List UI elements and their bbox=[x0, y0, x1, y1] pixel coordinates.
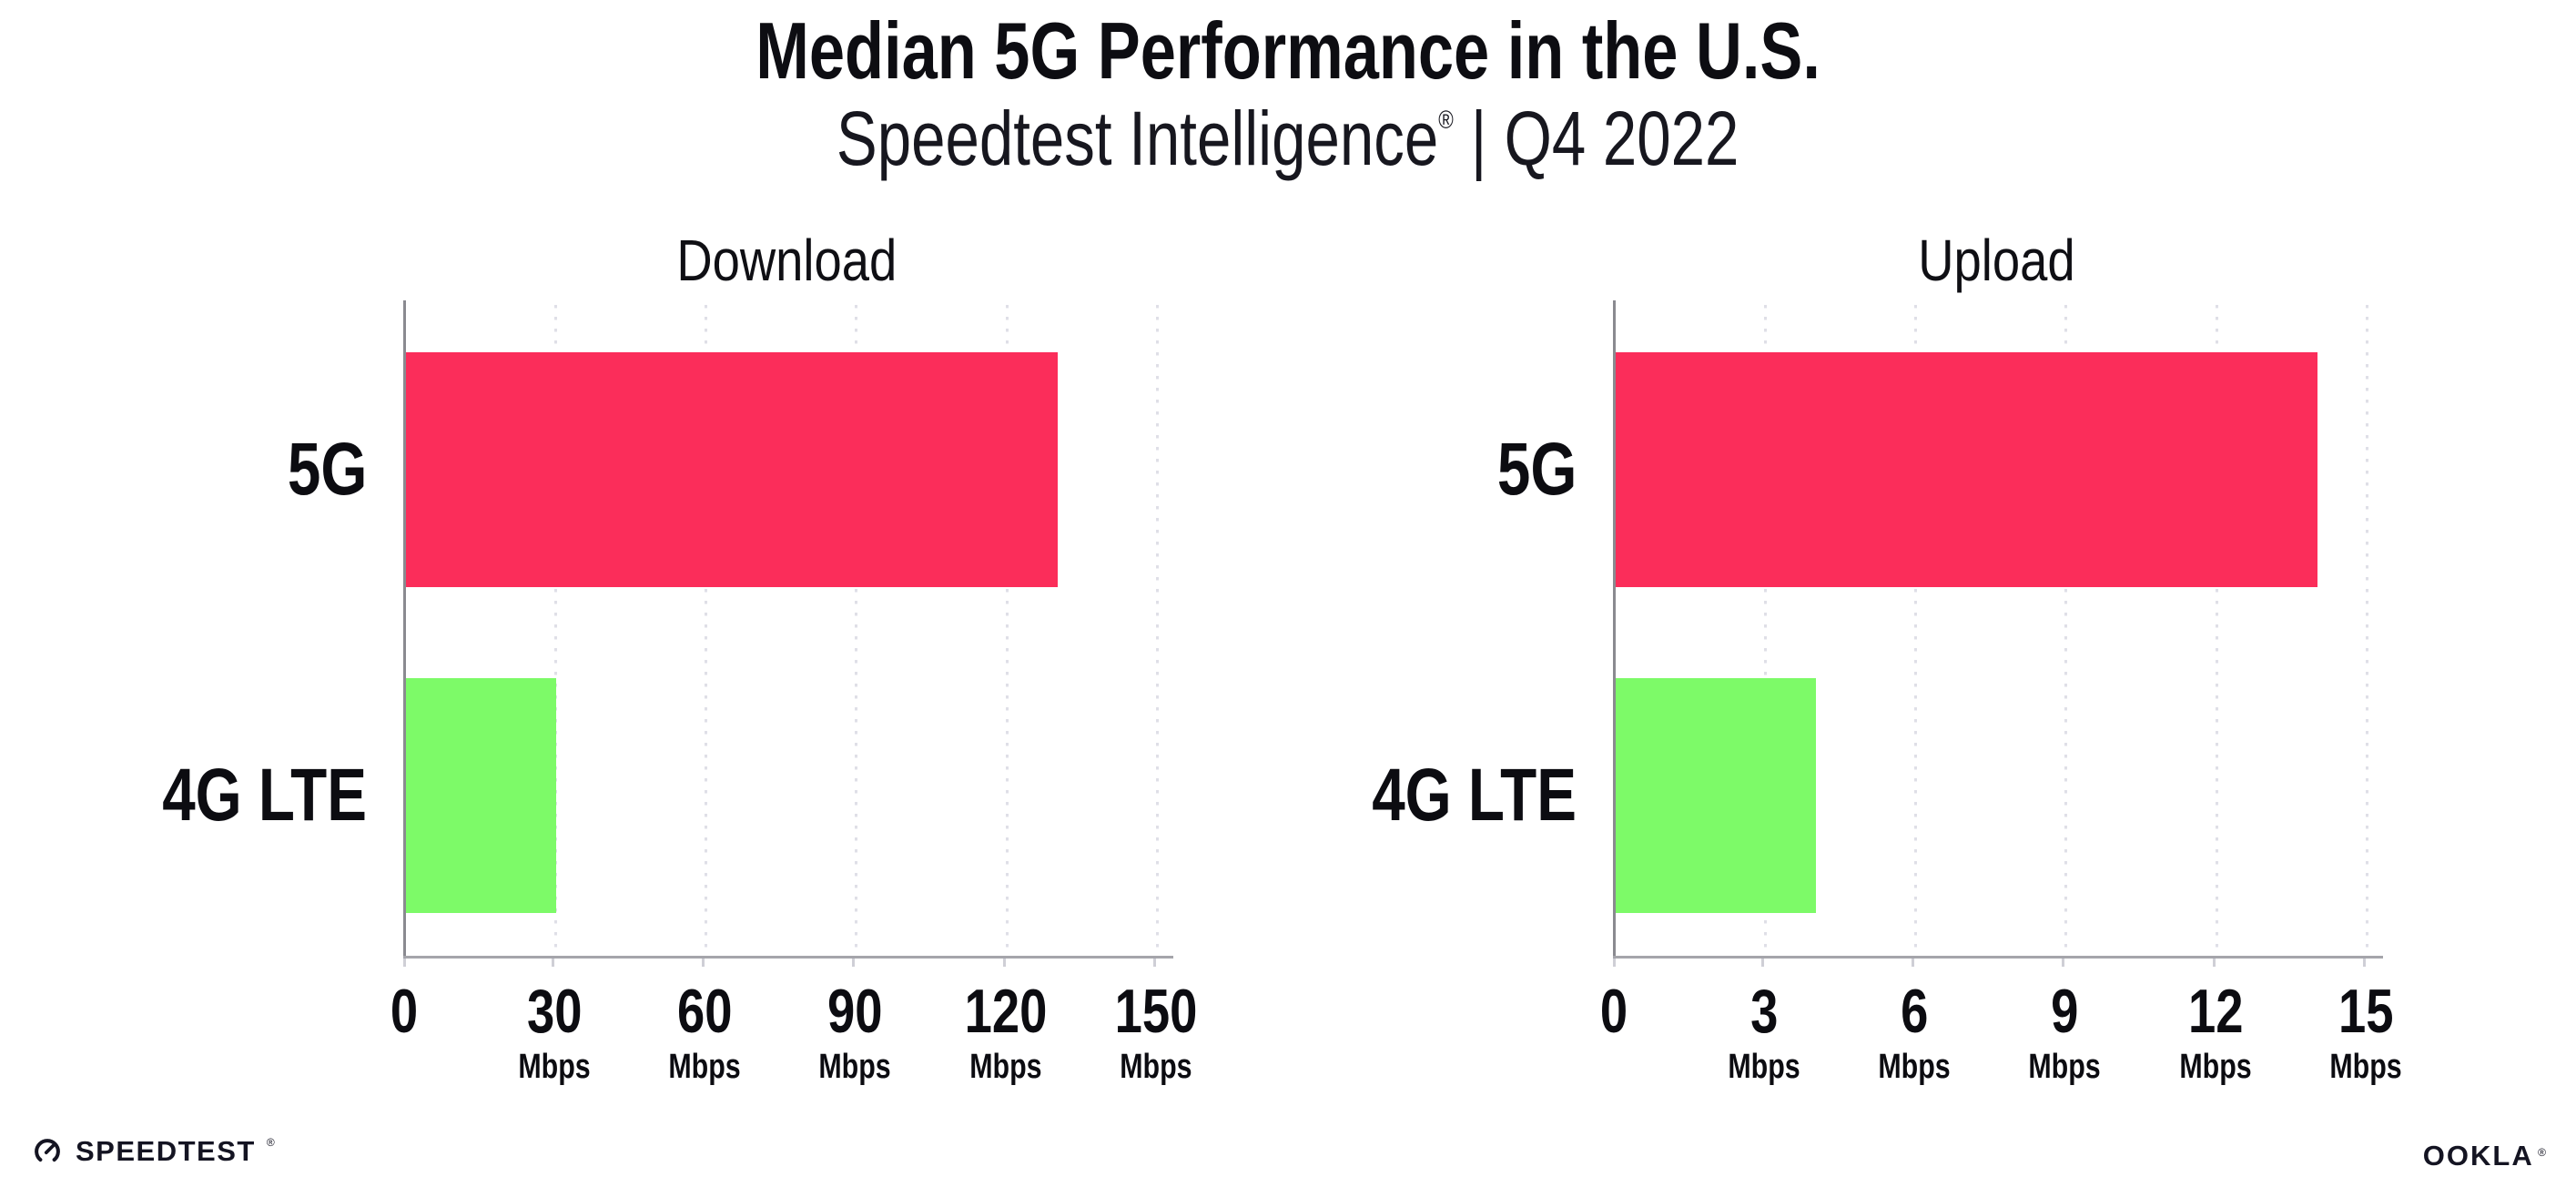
axis-tick bbox=[2363, 959, 2366, 967]
axis-tick bbox=[2213, 959, 2216, 967]
subtitle-separator: | bbox=[1471, 96, 1487, 181]
category-label-4g-lte: 4G LTE bbox=[1372, 754, 1577, 837]
axis-tick bbox=[2062, 959, 2064, 967]
axis-tick bbox=[1153, 959, 1156, 967]
page-subtitle: Speedtest Intelligence® | Q4 2022 bbox=[0, 95, 2576, 200]
x-tick-label: 120 Mbps bbox=[964, 977, 1048, 1086]
gridline bbox=[1006, 305, 1009, 956]
speedtest-wordmark: SPEEDTEST bbox=[76, 1135, 256, 1167]
gridline bbox=[855, 305, 857, 956]
speedtest-logo: SPEEDTEST ® bbox=[30, 1134, 275, 1169]
bar-5g-download bbox=[406, 352, 1058, 587]
page-title-text: Median 5G Performance in the U.S. bbox=[756, 5, 1820, 96]
x-tick-label: 15 Mbps bbox=[2329, 977, 2402, 1086]
x-tick-label: 0 bbox=[1599, 977, 1628, 1046]
upload-plot-area bbox=[1613, 300, 2383, 956]
category-label-4g-lte: 4G LTE bbox=[162, 754, 367, 837]
registered-trademark-symbol: ® bbox=[2538, 1146, 2546, 1159]
ookla-wordmark: OOKLA bbox=[2422, 1140, 2534, 1172]
download-chart: Download 5G 4G LTE 0 30 Mbps bbox=[30, 228, 1197, 1138]
subtitle-period: Q4 2022 bbox=[1504, 96, 1739, 181]
gridline bbox=[1764, 305, 1767, 956]
page-title: Median 5G Performance in the U.S. bbox=[0, 9, 2576, 93]
axis-tick bbox=[1003, 959, 1006, 967]
x-tick-label: 30 Mbps bbox=[518, 977, 591, 1086]
gridline bbox=[2064, 305, 2067, 956]
gridline bbox=[705, 305, 707, 956]
axis-tick bbox=[1613, 959, 1616, 967]
gridline bbox=[1914, 305, 1917, 956]
axis-tick bbox=[403, 959, 406, 967]
x-axis-line bbox=[1613, 956, 2383, 959]
x-tick-label: 6 Mbps bbox=[1878, 977, 1951, 1086]
download-plot-area bbox=[403, 300, 1173, 956]
bar-4g-lte-download bbox=[406, 678, 557, 913]
bar-5g-upload bbox=[1616, 352, 2317, 587]
registered-trademark-symbol: ® bbox=[266, 1136, 275, 1149]
speedtest-gauge-icon bbox=[35, 1139, 60, 1162]
ookla-logo: OOKLA ® bbox=[2423, 1140, 2546, 1172]
upload-chart-title: Upload bbox=[1918, 228, 2075, 293]
gridline bbox=[2366, 305, 2368, 956]
x-tick-label: 0 bbox=[390, 977, 419, 1046]
x-tick-label: 9 Mbps bbox=[2028, 977, 2101, 1086]
gridline bbox=[554, 305, 557, 956]
x-tick-label: 90 Mbps bbox=[818, 977, 891, 1086]
axis-tick bbox=[552, 959, 554, 967]
category-label-5g: 5G bbox=[287, 428, 367, 511]
axis-tick bbox=[702, 959, 705, 967]
bar-4g-lte-upload bbox=[1616, 678, 1817, 913]
x-tick-label: 150 Mbps bbox=[1114, 977, 1198, 1086]
x-tick-label: 12 Mbps bbox=[2179, 977, 2252, 1086]
gridline bbox=[2216, 305, 2218, 956]
download-chart-title: Download bbox=[676, 228, 898, 293]
axis-tick bbox=[852, 959, 855, 967]
x-tick-label: 60 Mbps bbox=[668, 977, 741, 1086]
gridline bbox=[1156, 305, 1159, 956]
x-axis-line bbox=[403, 956, 1173, 959]
upload-chart: Upload 5G 4G LTE 0 3 Mbps bbox=[1240, 228, 2401, 1138]
x-tick-label: 3 Mbps bbox=[1728, 977, 1800, 1086]
registered-trademark-symbol: ® bbox=[1438, 106, 1455, 134]
axis-tick bbox=[1761, 959, 1764, 967]
subtitle-brand: Speedtest Intelligence bbox=[837, 96, 1439, 181]
category-label-5g: 5G bbox=[1496, 428, 1577, 511]
axis-tick bbox=[1912, 959, 1914, 967]
